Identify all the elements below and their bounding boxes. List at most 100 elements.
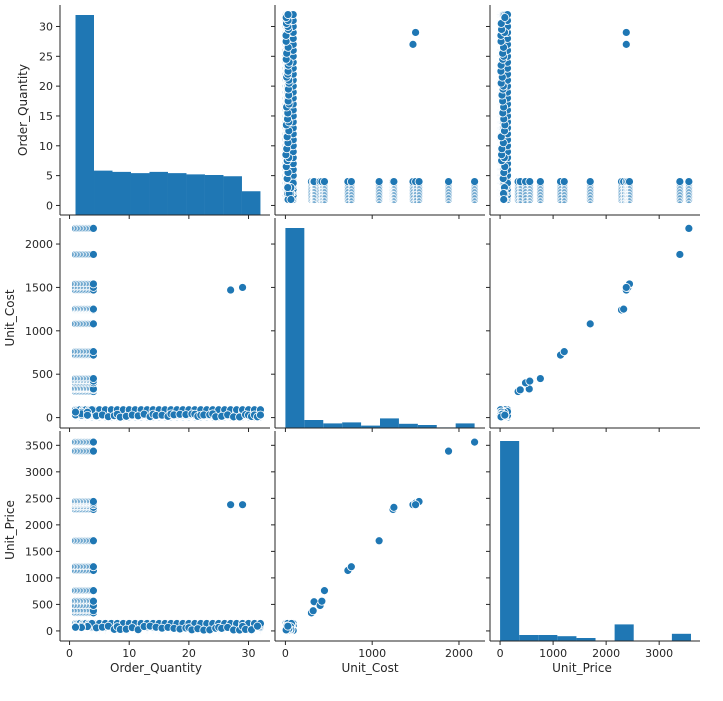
y-tick-label: 3500	[25, 439, 53, 452]
scatter-point	[444, 177, 453, 186]
histogram-bar-order-quantity	[130, 173, 150, 216]
scatter-point	[684, 177, 694, 186]
scatter-point	[499, 195, 509, 204]
histogram-bar-order-quantity	[186, 174, 205, 216]
scatter-point	[470, 177, 479, 186]
scatter-point	[238, 500, 247, 510]
y-tick-label: 3000	[25, 466, 53, 479]
scatter-point	[89, 446, 98, 456]
scatter-point	[411, 500, 420, 510]
y-tick-label: 2000	[25, 238, 53, 251]
scatter-point	[238, 283, 247, 292]
scatter-point	[89, 279, 98, 289]
histogram-bar-order-quantity	[167, 173, 187, 216]
scatter-point	[374, 536, 384, 546]
axes-layer: 0510152025300500100015002000050010001500…	[25, 5, 700, 660]
scatter-point	[585, 177, 595, 186]
scatter-point	[389, 502, 399, 512]
histogram-bar-unit-cost	[455, 423, 475, 428]
scatter-point	[89, 586, 98, 596]
scatter-point	[414, 177, 424, 186]
panel-unit-price-vs-unit-price	[500, 441, 691, 641]
y-tick-label: 5	[46, 170, 53, 183]
scatter-point	[585, 319, 595, 329]
histogram-bar-unit-price	[671, 633, 691, 641]
y-tick-label: 0	[46, 625, 53, 638]
scatter-point	[320, 586, 329, 596]
x-tick-label: 10	[122, 647, 136, 660]
y-tick-label: 30	[39, 20, 53, 33]
y-tick-label: 500	[32, 598, 53, 611]
scatter-point	[535, 177, 545, 186]
panel-unit-cost-vs-order-quantity	[71, 224, 265, 422]
y-tick-label: 500	[32, 368, 53, 381]
x-tick-label: 30	[242, 647, 256, 660]
x-tick-label: 0	[282, 647, 289, 660]
scatter-point	[621, 28, 631, 37]
x-tick-label: 20	[182, 647, 196, 660]
scatter-point	[675, 177, 685, 186]
data-marks	[71, 10, 694, 641]
histogram-bar-unit-cost	[417, 425, 437, 428]
scatter-point	[346, 177, 356, 186]
histogram-bar-order-quantity	[241, 191, 261, 215]
x-tick-label: 2000	[445, 647, 473, 660]
y-tick-label: 20	[39, 80, 53, 93]
histogram-bar-order-quantity	[112, 171, 131, 216]
histogram-bar-unit-price	[519, 635, 539, 641]
histogram-bar-unit-price	[557, 636, 577, 641]
scatter-point	[500, 410, 510, 420]
x-tick-label: 0	[66, 647, 73, 660]
x-tick-label: 3000	[645, 647, 673, 660]
panel-unit-cost-vs-unit-price	[496, 224, 694, 422]
scatter-point	[286, 195, 296, 204]
scatter-point	[89, 536, 98, 546]
scatter-point	[89, 562, 98, 572]
histogram-bar-unit-cost	[361, 425, 380, 428]
panel-order-quantity-vs-unit-price	[496, 10, 694, 204]
histogram-bar-order-quantity	[204, 175, 224, 215]
scatter-point	[346, 562, 356, 572]
scatter-point	[89, 250, 98, 259]
histogram-bar-unit-cost	[285, 228, 305, 428]
y-tick-label: 0	[46, 199, 53, 212]
scatter-point	[89, 304, 98, 314]
y-axis-label-order-quantity: Order_Quantity	[16, 64, 30, 156]
histogram-bar-unit-cost	[398, 423, 418, 428]
panel-order-quantity-vs-order-quantity	[75, 15, 261, 216]
scatter-point	[71, 407, 80, 417]
scatter-point	[89, 224, 98, 233]
scatter-point	[389, 177, 399, 186]
histogram-bar-unit-cost	[304, 420, 324, 428]
x-axis-label-order-quantity: Order_Quantity	[110, 661, 202, 675]
x-tick-label: 1000	[539, 647, 567, 660]
scatter-point	[374, 177, 384, 186]
y-tick-label: 1000	[25, 325, 53, 338]
y-tick-label: 15	[39, 110, 53, 123]
y-tick-label: 2500	[25, 492, 53, 505]
y-tick-label: 1500	[25, 281, 53, 294]
histogram-bar-unit-price	[538, 635, 558, 641]
x-axis-label-unit-price: Unit_Price	[552, 661, 612, 675]
y-tick-label: 2000	[25, 519, 53, 532]
scatter-point	[283, 10, 293, 19]
scatter-point	[535, 374, 545, 383]
histogram-bar-order-quantity	[223, 176, 242, 215]
scatter-point	[515, 385, 525, 395]
x-tick-label: 2000	[592, 647, 620, 660]
scatter-point	[411, 28, 420, 37]
scatter-point	[256, 410, 265, 420]
scatter-point	[253, 621, 262, 631]
scatter-point	[500, 13, 510, 22]
scatter-point	[675, 250, 685, 259]
histogram-bar-order-quantity	[94, 170, 113, 216]
y-axis-label-unit-cost: Unit_Cost	[3, 289, 17, 346]
histogram-bar-unit-cost	[342, 422, 362, 428]
scatter-point	[283, 621, 293, 631]
y-axis-label-unit-price: Unit_Price	[3, 500, 17, 560]
histogram-bar-unit-cost	[323, 423, 343, 428]
scatter-point	[89, 347, 98, 357]
scatter-point	[89, 319, 98, 329]
histogram-bar-unit-cost	[380, 418, 399, 428]
scatter-point	[71, 622, 80, 632]
